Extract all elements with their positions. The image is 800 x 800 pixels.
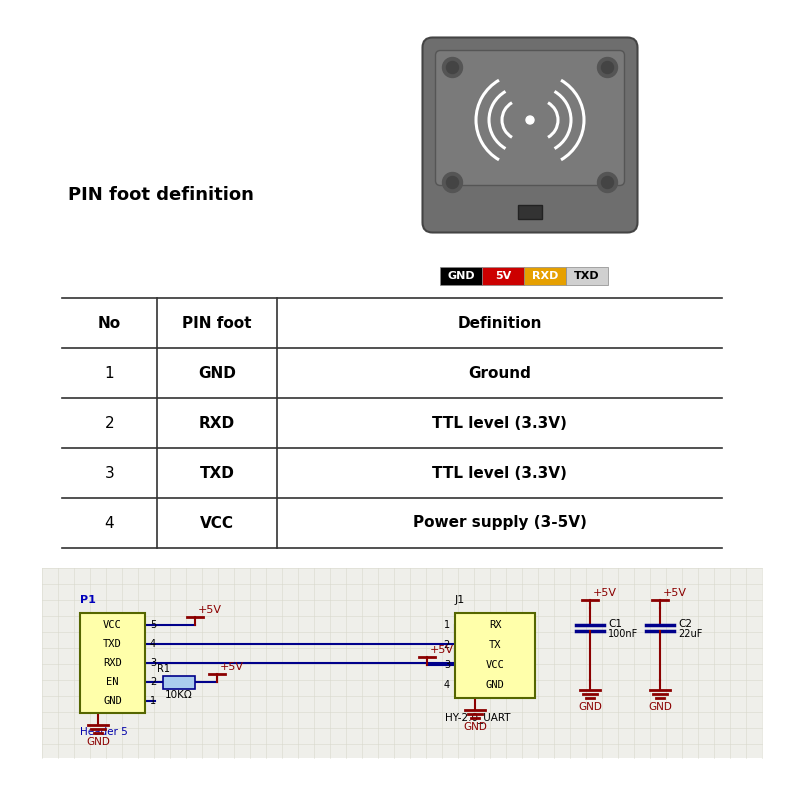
Text: Header 5: Header 5 [80,727,128,737]
Text: GND: GND [486,680,504,690]
Text: 4: 4 [444,680,450,690]
Text: +5V: +5V [663,588,687,598]
Text: TTL level (3.3V): TTL level (3.3V) [432,415,567,430]
Text: TTL level (3.3V): TTL level (3.3V) [432,466,567,481]
Circle shape [602,62,614,74]
Bar [524,267,566,285]
Text: EN: EN [106,677,118,687]
Text: GND: GND [447,271,475,281]
Text: 3: 3 [150,658,156,668]
Text: 100nF: 100nF [608,629,638,639]
Text: RX: RX [489,620,502,630]
Text: 1: 1 [150,696,156,706]
Text: 2: 2 [105,415,114,430]
Text: 4: 4 [105,515,114,530]
Bar [455,613,535,698]
Bar [62,298,722,548]
Text: No: No [98,315,121,330]
Text: GND: GND [86,737,110,747]
Text: PIN foot: PIN foot [182,315,252,330]
Text: R1: R1 [157,664,170,674]
Text: TXD: TXD [199,466,234,481]
Text: RXD: RXD [199,415,235,430]
Text: 1: 1 [444,620,450,630]
Bar [518,205,542,218]
Circle shape [526,116,534,124]
Circle shape [442,173,462,193]
Text: VCC: VCC [103,620,122,630]
Text: HY-2.0_UART: HY-2.0_UART [445,712,510,723]
Text: PIN foot definition: PIN foot definition [68,186,254,204]
Text: GND: GND [648,702,672,712]
Text: TX: TX [489,640,502,650]
Text: TXD: TXD [574,271,600,281]
Circle shape [602,177,614,189]
Bar [42,568,762,758]
Text: 22uF: 22uF [678,629,702,639]
Circle shape [446,62,458,74]
Bar [440,267,482,285]
Text: TXD: TXD [103,639,122,649]
Circle shape [598,58,618,78]
FancyBboxPatch shape [422,38,638,233]
Text: 4: 4 [150,639,156,649]
Text: J1: J1 [455,595,466,605]
Text: 3: 3 [444,660,450,670]
Bar [566,267,608,285]
Text: +5V: +5V [430,645,454,655]
Text: Definition: Definition [458,315,542,330]
Text: GND: GND [103,696,122,706]
Text: RXD: RXD [103,658,122,668]
Text: VCC: VCC [486,660,504,670]
Circle shape [442,58,462,78]
Text: 2: 2 [150,677,156,687]
Text: +5V: +5V [220,662,244,672]
Text: 10KΩ: 10KΩ [165,690,193,701]
Circle shape [598,173,618,193]
Text: 5: 5 [150,620,156,630]
Text: C2: C2 [678,619,692,629]
Text: 5V: 5V [495,271,511,281]
Text: VCC: VCC [200,515,234,530]
Bar [80,613,145,713]
Text: +5V: +5V [198,605,222,615]
Text: RXD: RXD [532,271,558,281]
Bar [163,675,195,689]
Text: C1: C1 [608,619,622,629]
Text: Power supply (3-5V): Power supply (3-5V) [413,515,586,530]
FancyBboxPatch shape [435,50,625,186]
Text: GND: GND [198,366,236,381]
Text: 3: 3 [105,466,114,481]
Text: P1: P1 [80,595,96,605]
Text: 2: 2 [444,640,450,650]
Text: Ground: Ground [468,366,531,381]
Text: +5V: +5V [593,588,617,598]
Bar [482,267,524,285]
Text: GND: GND [578,702,602,712]
Text: 1: 1 [105,366,114,381]
Text: GND: GND [463,722,487,732]
Circle shape [446,177,458,189]
